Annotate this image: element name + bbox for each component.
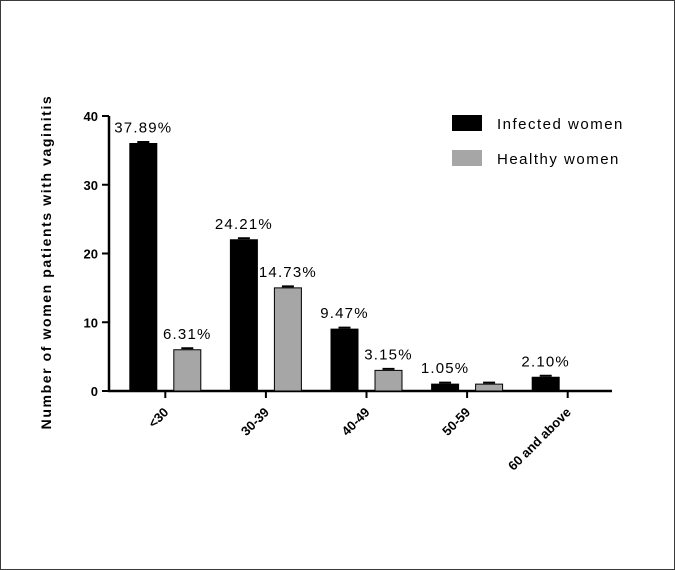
bar-healthy <box>475 383 504 392</box>
bar-healthy <box>173 349 202 392</box>
bar-healthy <box>374 369 403 392</box>
bar-infected <box>431 383 460 392</box>
x-tick-label: 60 and above <box>505 405 574 474</box>
legend-swatch <box>452 115 482 131</box>
bar-infected <box>531 376 560 392</box>
y-tick-label: 0 <box>91 384 98 399</box>
data-label: 3.15% <box>364 346 413 363</box>
data-label: 2.10% <box>521 353 570 370</box>
bar-infected <box>129 143 158 392</box>
chart-data-labels: 37.89% 24.21% 9.47% 1.05% 2.10% 6.31% 14.73% 3.… <box>114 120 570 378</box>
x-tick-label: 40-49 <box>339 405 373 439</box>
chart-legend: Infected women Healthy women <box>452 115 624 168</box>
data-label: 1.05% <box>421 360 470 377</box>
bar-infected <box>229 239 258 392</box>
legend-label: Infected women <box>497 116 624 133</box>
chart-bars <box>129 141 560 392</box>
data-label: 6.31% <box>163 326 212 343</box>
y-axis-title: Number of women patients with vaginitis <box>38 95 54 430</box>
y-tick-label: 40 <box>84 109 98 124</box>
bar-healthy <box>273 287 302 392</box>
bar-infected <box>330 328 359 392</box>
legend-swatch <box>452 150 482 166</box>
y-tick-label: 10 <box>84 315 98 330</box>
x-tick-label: 30-39 <box>238 405 272 439</box>
data-label: 9.47% <box>320 305 369 322</box>
y-tick-label: 20 <box>84 247 98 262</box>
data-label: 37.89% <box>114 120 172 137</box>
x-tick-label: 50-59 <box>439 405 473 439</box>
y-tick-label: 30 <box>84 178 98 193</box>
legend-label: Healthy women <box>497 151 620 168</box>
x-tick-label: <30 <box>145 405 171 431</box>
data-label: 24.21% <box>215 216 273 233</box>
data-label: 14.73% <box>259 264 317 281</box>
